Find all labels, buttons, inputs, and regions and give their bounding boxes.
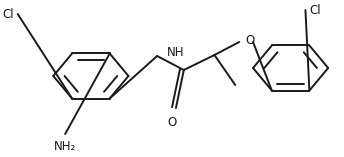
Text: NH: NH — [167, 46, 184, 60]
Text: O: O — [167, 116, 176, 129]
Text: Cl: Cl — [309, 3, 321, 16]
Text: Cl: Cl — [2, 8, 14, 21]
Text: O: O — [245, 33, 254, 46]
Text: NH₂: NH₂ — [54, 140, 76, 153]
